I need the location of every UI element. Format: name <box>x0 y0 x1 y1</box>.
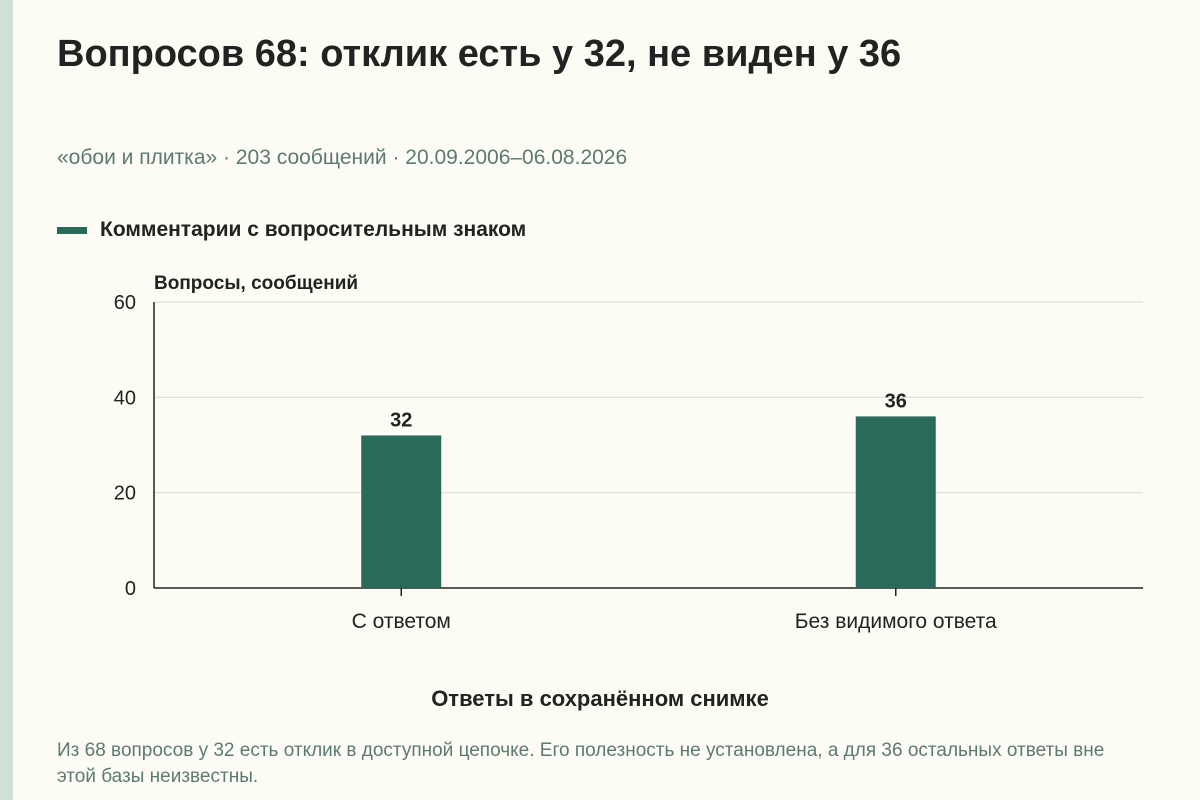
x-axis-label: Ответы в сохранённом снимке <box>431 686 769 711</box>
y-tick-label: 60 <box>114 292 136 314</box>
bar <box>361 435 442 588</box>
bar-value-label: 32 <box>390 409 412 431</box>
x-tick-label: Без видимого ответа <box>795 610 997 633</box>
bar <box>855 416 936 588</box>
chart-subtitle: «обои и плитка» · 203 сообщений · 20.09.… <box>57 146 628 169</box>
chart-legend: Комментарии с вопросительным знаком <box>57 218 526 242</box>
y-axis-label: Вопросы, сообщений <box>154 273 359 294</box>
y-tick-label: 40 <box>114 387 136 409</box>
bar-value-label: 36 <box>885 390 907 412</box>
left-accent-strip <box>0 0 13 800</box>
legend-swatch <box>57 226 87 234</box>
legend-label: Комментарии с вопросительным знаком <box>100 218 527 241</box>
y-tick-label: 0 <box>125 578 136 600</box>
x-tick-label: С ответом <box>352 610 451 633</box>
chart-title: Вопросов 68: отклик есть у 32, не виден … <box>57 33 902 75</box>
y-tick-label: 20 <box>114 483 136 505</box>
footnote: Из 68 вопросов у 32 есть отклик в доступ… <box>57 740 1105 787</box>
